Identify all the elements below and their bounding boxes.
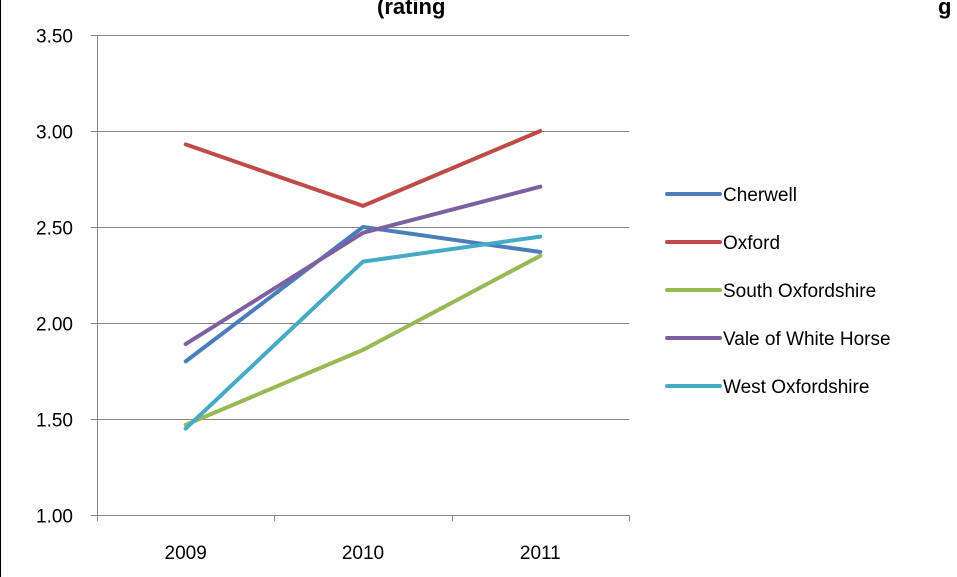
legend-label: South Oxfordshire	[723, 281, 876, 302]
legend: Cherwell Oxford South Oxfordshire Vale of W…	[665, 185, 891, 398]
legend-label: West Oxfordshire	[723, 377, 869, 398]
legend-label: Vale of White Horse	[723, 329, 891, 350]
series-line-south-oxfordshire	[183, 253, 543, 427]
series-line-oxford	[183, 129, 543, 208]
legend-label: Cherwell	[723, 185, 797, 206]
axes	[91, 35, 630, 521]
chart-title-tail: g	[938, 0, 951, 19]
x-tick-label: 2010	[342, 543, 384, 564]
series-lines	[183, 129, 543, 431]
y-tick-label: 2.00	[36, 315, 73, 336]
series-line-vale-of-white-horse	[183, 184, 543, 347]
series-line-cherwell	[183, 225, 543, 364]
y-tick-label: 1.00	[36, 507, 73, 528]
x-tick-label: 2011	[520, 543, 561, 564]
y-tick-label: 1.50	[36, 411, 73, 432]
chart-title: (rating	[377, 0, 445, 19]
legend-label: Oxford	[723, 233, 780, 254]
series-line-west-oxfordshire	[183, 234, 543, 431]
y-tick-labels: 1.00 1.50 2.00 2.50 3.00 3.50	[36, 27, 73, 528]
y-tick-label: 2.50	[36, 219, 73, 240]
x-tick-label: 2009	[165, 543, 207, 564]
x-tick-labels: 2009 2010 2011	[165, 543, 561, 564]
y-tick-label: 3.50	[36, 27, 73, 48]
y-tick-label: 3.00	[36, 123, 73, 144]
